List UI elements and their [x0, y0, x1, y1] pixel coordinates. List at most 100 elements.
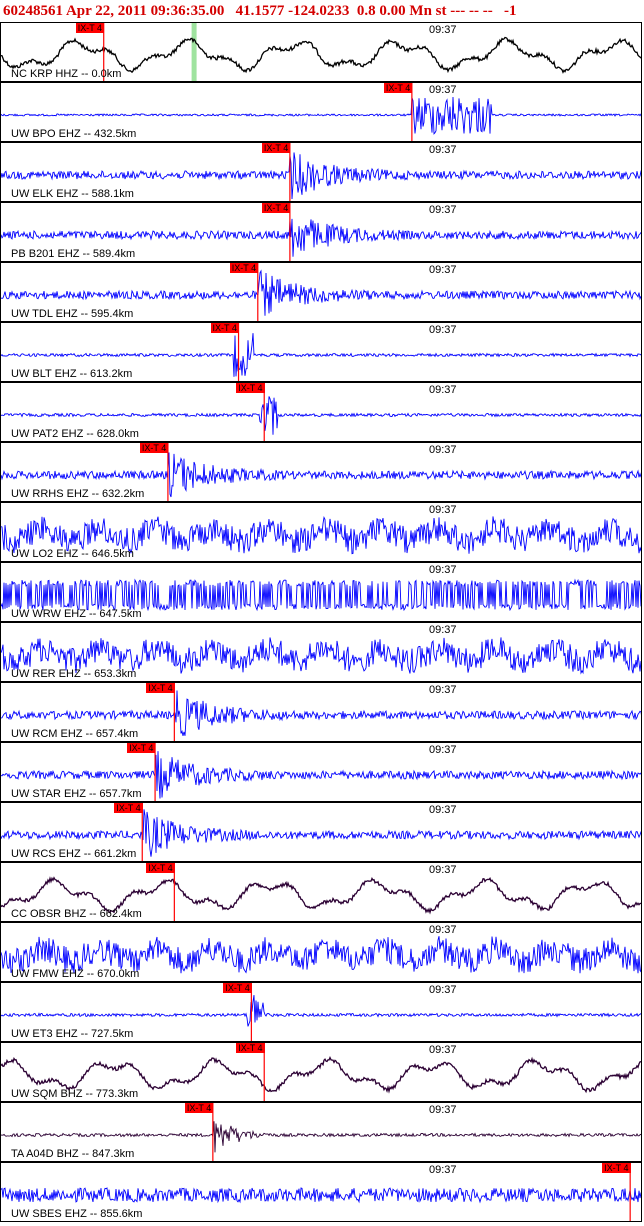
waveform-plot [1, 803, 641, 861]
trace-row[interactable]: IX-T 4 09:37 UW BPO EHZ -- 432.5km [0, 82, 642, 142]
time-tick-label: 09:37 [429, 744, 457, 756]
time-tick-label: 09:37 [429, 324, 457, 336]
trace-label: UW SQM BHZ -- 773.3km [11, 1088, 139, 1100]
trace-row[interactable]: IX-T 4 09:37 UW STAR EHZ -- 657.7km [0, 742, 642, 802]
trace-row[interactable]: 09:37 UW LO2 EHZ -- 646.5km [0, 502, 642, 562]
time-tick-label: 09:37 [429, 264, 457, 276]
waveform-line [1, 637, 641, 675]
trace-row[interactable]: 09:37 UW FMW EHZ -- 670.0km [0, 922, 642, 982]
time-tick-label: 09:37 [429, 1164, 457, 1176]
event-id: 60248561 [3, 3, 63, 19]
time-tick-label: 09:37 [429, 204, 457, 216]
trace-row[interactable]: IX-T 4 09:37 UW RCM EHZ -- 657.4km [0, 682, 642, 742]
trace-label: CC OBSR BHZ -- 662.4km [11, 908, 142, 920]
trace-panel: IX-T 4 09:37 NC KRP HHZ -- 0.0km IX-T 4 09:3… [0, 22, 644, 1226]
waveform-line [1, 995, 641, 1027]
pick-marker[interactable]: IX-T 4 [229, 263, 259, 273]
time-tick-label: 09:37 [429, 24, 457, 36]
trace-label: UW FMW EHZ -- 670.0km [11, 968, 140, 980]
waveform-line [1, 1187, 641, 1204]
waveform-plot [1, 683, 641, 741]
waveform-plot [1, 143, 641, 201]
trace-row[interactable]: IX-T 4 09:37 UW RCS EHZ -- 661.2km [0, 802, 642, 862]
pick-marker[interactable]: IX-T 4 [146, 863, 175, 873]
waveform-plot [1, 936, 641, 974]
trace-row[interactable]: IX-T 4 09:37 PB B201 EHZ -- 589.4km [0, 202, 642, 262]
event-datetime: Apr 22, 2011 09:36:35.00 [65, 3, 225, 19]
trace-row[interactable]: IX-T 4 09:37 NC KRP HHZ -- 0.0km [0, 22, 642, 82]
trace-label: UW RER EHZ -- 653.3km [11, 668, 137, 680]
waveform-plot [1, 83, 641, 141]
time-tick-label: 09:37 [429, 864, 457, 876]
pick-marker[interactable]: IX-T 4 [184, 1103, 214, 1113]
trace-label: NC KRP HHZ -- 0.0km [11, 68, 122, 80]
trace-row[interactable]: IX-T 4 09:37 CC OBSR BHZ -- 662.4km [0, 862, 642, 922]
waveform-line [1, 96, 641, 135]
time-tick-label: 09:37 [429, 1044, 457, 1056]
waveform-plot [1, 263, 641, 321]
time-tick-label: 09:37 [429, 1104, 457, 1116]
waveform-line [1, 1055, 641, 1094]
pick-marker[interactable]: IX-T 4 [261, 143, 291, 153]
trace-row[interactable]: 09:37 UW WRW EHZ -- 647.5km [0, 562, 642, 622]
trace-row[interactable]: IX-T 4 09:37 UW RRHS EHZ -- 632.2km [0, 442, 642, 502]
trace-label: UW BPO EHZ -- 432.5km [11, 128, 137, 140]
trace-label: UW WRW EHZ -- 647.5km [11, 608, 142, 620]
time-tick-label: 09:37 [429, 684, 457, 696]
waveform-plot [1, 743, 641, 801]
waveform-line [1, 690, 641, 737]
pick-marker[interactable]: IX-T 4 [223, 983, 252, 993]
trace-label: UW STAR EHZ -- 657.7km [11, 788, 142, 800]
trace-row[interactable]: IX-T 4 09:37 UW PAT2 EHZ -- 628.0km [0, 382, 642, 442]
trace-label: UW RCM EHZ -- 657.4km [11, 728, 139, 740]
trace-label: UW SBES EHZ -- 855.6km [11, 1208, 143, 1220]
trace-label: TA A04D BHZ -- 847.3km [11, 1148, 135, 1160]
trace-row[interactable]: IX-T 4 09:37 UW BLT EHZ -- 613.2km [0, 322, 642, 382]
pick-marker[interactable]: IX-T 4 [236, 383, 265, 393]
waveform-line [1, 876, 641, 915]
waveform-plot [1, 863, 641, 921]
waveform-line [1, 36, 641, 74]
pick-marker[interactable]: IX-T 4 [146, 683, 175, 693]
trace-label: UW TDL EHZ -- 595.4km [11, 308, 134, 320]
time-tick-label: 09:37 [429, 144, 457, 156]
waveform-plot [1, 983, 641, 1041]
waveform-line [1, 1121, 641, 1153]
trace-label: UW PAT2 EHZ -- 628.0km [11, 428, 139, 440]
pick-marker[interactable]: IX-T 4 [114, 803, 143, 813]
trace-row[interactable]: IX-T 4 09:37 UW TDL EHZ -- 595.4km [0, 262, 642, 322]
waveform-line [1, 452, 641, 498]
pick-marker[interactable]: IX-T 4 [75, 23, 105, 33]
trace-row[interactable]: IX-T 4 09:37 UW SBES EHZ -- 855.6km [0, 1162, 642, 1222]
trace-row[interactable]: IX-T 4 09:37 UW ELK EHZ -- 588.1km [0, 142, 642, 202]
pick-marker[interactable]: IX-T 4 [139, 443, 169, 453]
trace-row[interactable]: IX-T 4 09:37 TA A04D BHZ -- 847.3km [0, 1102, 642, 1162]
event-status: --- -- -- [450, 3, 493, 19]
trace-row[interactable]: 09:37 UW RER EHZ -- 653.3km [0, 622, 642, 682]
time-tick-label: 09:37 [429, 924, 457, 936]
pick-marker[interactable]: IX-T 4 [602, 1163, 631, 1173]
waveform-plot [1, 1103, 641, 1161]
event-magnitude: 0.8 0.00 Mn st [356, 3, 447, 19]
trace-label: PB B201 EHZ -- 589.4km [11, 248, 136, 260]
event-header: 60248561 Apr 22, 2011 09:36:35.00 41.157… [0, 0, 644, 22]
time-tick-label: 09:37 [429, 624, 457, 636]
pick-marker[interactable]: IX-T 4 [127, 743, 156, 753]
pick-marker[interactable]: IX-T 4 [261, 203, 291, 213]
waveform-plot [1, 323, 641, 381]
pick-marker[interactable]: IX-T 4 [383, 83, 413, 93]
trace-label: UW RCS EHZ -- 661.2km [11, 848, 137, 860]
time-tick-label: 09:37 [429, 384, 457, 396]
pick-marker[interactable]: IX-T 4 [236, 1043, 265, 1053]
waveform-line [1, 578, 641, 612]
trace-row[interactable]: IX-T 4 09:37 UW SQM BHZ -- 773.3km [0, 1042, 642, 1102]
waveform-plot [1, 383, 641, 441]
waveform-line [1, 516, 641, 555]
trace-row[interactable]: IX-T 4 09:37 UW ET3 EHZ -- 727.5km [0, 982, 642, 1042]
trace-label: UW BLT EHZ -- 613.2km [11, 368, 133, 380]
waveform-line [1, 152, 641, 200]
trace-label: UW ET3 EHZ -- 727.5km [11, 1028, 134, 1040]
waveform-line [1, 809, 641, 857]
pick-marker[interactable]: IX-T 4 [210, 323, 239, 333]
waveform-plot [1, 516, 641, 555]
